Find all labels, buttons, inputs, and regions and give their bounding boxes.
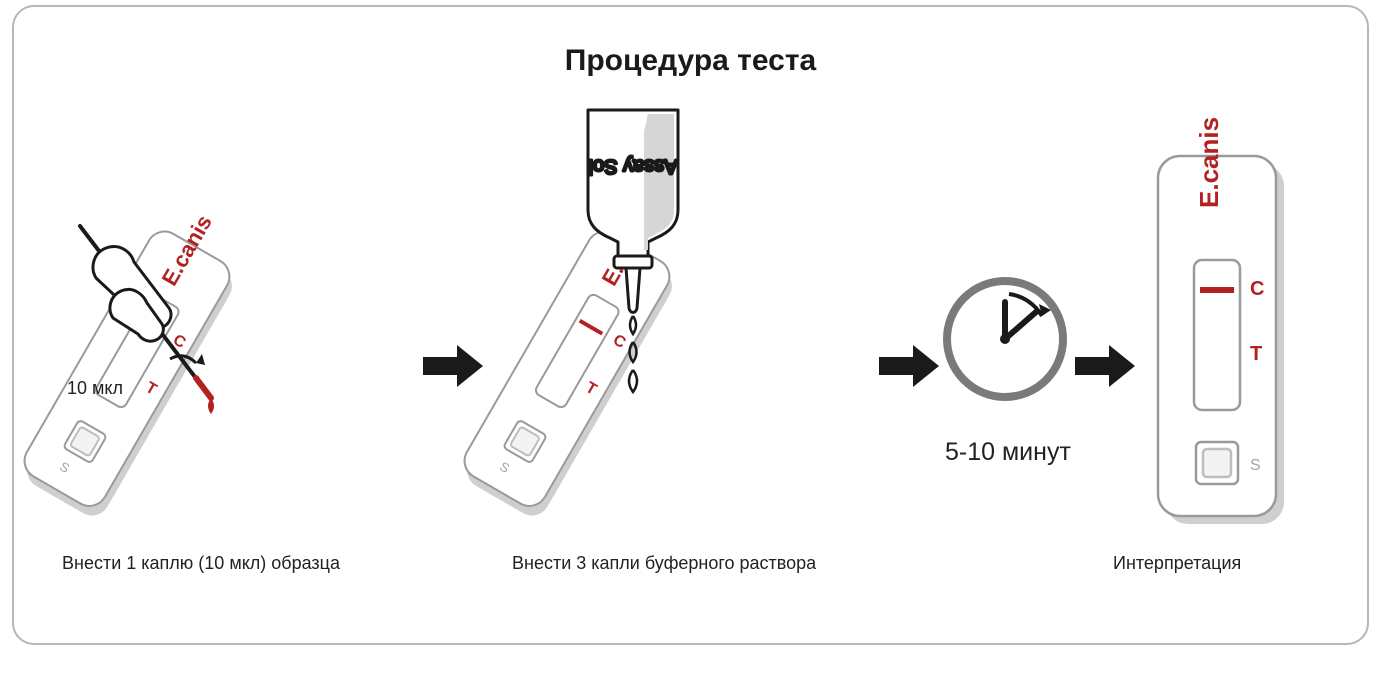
- svg-text:Assay Sol: Assay Sol: [589, 155, 678, 177]
- step1-illustration: C T S E.canis: [38, 170, 438, 530]
- svg-text:E.canis: E.canis: [1194, 117, 1224, 208]
- step1-caption: Внести 1 каплю (10 мкл) образца: [62, 553, 340, 574]
- step1-small-label: 10 мкл: [67, 378, 123, 399]
- page-title: Процедура теста: [0, 44, 1381, 78]
- svg-text:S: S: [1250, 457, 1261, 474]
- step2-illustration: Assay Sol: [478, 110, 878, 530]
- timer-label: 5-10 минут: [945, 438, 1071, 467]
- clock-icon: [938, 272, 1073, 407]
- step3-caption: Интерпретация: [1113, 553, 1241, 574]
- step3-illustration: E.canis C T S: [1118, 150, 1318, 540]
- arrow-icon: [879, 345, 939, 387]
- svg-text:C: C: [1250, 278, 1264, 300]
- step2-caption: Внести 3 капли буферного раствора: [512, 553, 816, 574]
- arrow-icon: [423, 345, 483, 387]
- svg-text:T: T: [1250, 343, 1262, 365]
